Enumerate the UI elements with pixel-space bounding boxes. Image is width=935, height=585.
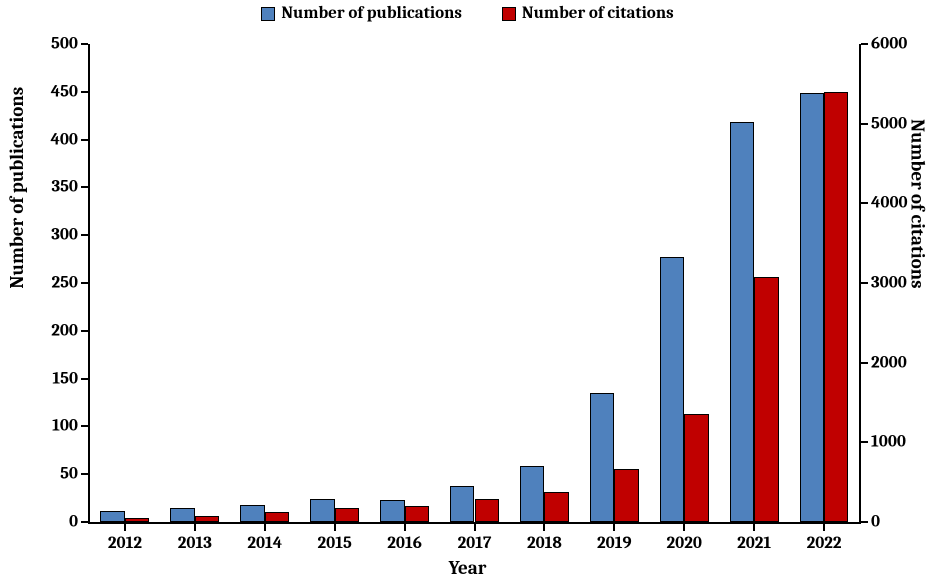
x-tick-label: 2015 xyxy=(318,534,352,553)
x-tick-label: 2019 xyxy=(597,534,632,553)
bar-publications xyxy=(170,508,194,522)
bar-citations xyxy=(195,516,219,522)
left-axis-tick-label: 0 xyxy=(69,513,78,532)
bar-publications xyxy=(590,393,614,522)
bar-citations xyxy=(684,414,708,522)
left-axis-tick-label: 150 xyxy=(52,369,78,388)
x-axis-tick xyxy=(194,524,196,531)
left-axis-tick xyxy=(81,186,88,188)
right-axis-tick-label: 2000 xyxy=(871,353,907,372)
legend: Number of publications Number of citation… xyxy=(0,4,935,26)
bar-citations xyxy=(544,492,568,522)
bar-publications xyxy=(520,466,544,522)
x-axis-tick xyxy=(124,524,126,531)
left-axis-tick-label: 450 xyxy=(51,82,78,101)
bar-publications xyxy=(100,511,124,522)
left-axis-title: Number of publications xyxy=(6,86,28,288)
bar-publications xyxy=(380,500,404,522)
legend-item: Number of citations xyxy=(502,4,674,23)
x-tick-label: 2017 xyxy=(458,534,492,553)
chart-root: Number of publications Number of citation… xyxy=(0,0,935,585)
left-axis-tick-label: 100 xyxy=(52,417,78,436)
left-axis-tick-label: 200 xyxy=(51,321,78,340)
left-axis-tick xyxy=(81,330,88,332)
left-axis-tick-label: 50 xyxy=(60,465,78,484)
bar-citations xyxy=(475,499,499,522)
x-tick-label: 2021 xyxy=(737,534,771,553)
x-tick-label: 2014 xyxy=(247,534,282,553)
bar-citations xyxy=(614,469,638,522)
x-tick-label: 2022 xyxy=(807,534,842,553)
bar-publications xyxy=(240,505,264,522)
right-axis-title: Number of citations xyxy=(907,119,929,289)
x-tick-label: 2012 xyxy=(108,534,142,553)
x-axis-title: Year xyxy=(449,557,487,579)
x-tick-label: 2013 xyxy=(178,534,212,553)
right-axis-tick-label: 4000 xyxy=(871,194,908,213)
left-axis-tick xyxy=(81,234,88,236)
bar-citations xyxy=(754,277,778,522)
right-axis-tick-label: 1000 xyxy=(871,433,906,452)
left-axis-tick xyxy=(81,43,88,45)
bar-citations xyxy=(335,508,359,522)
x-axis-tick xyxy=(823,524,825,531)
left-axis-tick-label: 500 xyxy=(51,35,78,54)
bar-citations xyxy=(265,512,289,522)
right-axis-tick-label: 6000 xyxy=(871,35,907,54)
x-axis-tick xyxy=(474,524,476,531)
right-axis-tick-label: 0 xyxy=(871,513,880,532)
right-axis-tick xyxy=(861,441,868,443)
bar-citations xyxy=(824,92,848,522)
left-axis-tick-label: 300 xyxy=(51,226,78,245)
plot-area: 0501001502002503003504004505000100020003… xyxy=(88,44,861,524)
right-axis-tick-label: 3000 xyxy=(871,274,907,293)
bar-citations xyxy=(405,506,429,522)
x-axis-tick xyxy=(543,524,545,531)
right-axis-tick xyxy=(861,43,868,45)
left-axis-tick xyxy=(81,521,88,523)
legend-label: Number of citations xyxy=(522,4,674,23)
left-axis-tick xyxy=(81,139,88,141)
x-axis-tick xyxy=(753,524,755,531)
x-axis-tick xyxy=(334,524,336,531)
bar-publications xyxy=(660,257,684,522)
left-axis-tick-label: 400 xyxy=(50,130,78,149)
legend-item: Number of publications xyxy=(261,4,462,23)
right-axis-tick-label: 5000 xyxy=(871,114,907,133)
legend-swatch-icon xyxy=(261,7,275,21)
bar-publications xyxy=(730,122,754,522)
legend-label: Number of publications xyxy=(281,4,462,23)
left-axis-tick xyxy=(81,91,88,93)
bar-publications xyxy=(310,499,334,522)
left-axis-tick xyxy=(81,378,88,380)
left-axis-tick xyxy=(81,425,88,427)
bar-citations xyxy=(125,518,149,522)
x-axis-tick xyxy=(613,524,615,531)
x-tick-label: 2018 xyxy=(527,534,562,553)
x-tick-label: 2016 xyxy=(387,534,422,553)
left-axis-tick-label: 250 xyxy=(51,274,78,293)
bar-publications xyxy=(450,486,474,522)
right-axis-tick xyxy=(861,123,868,125)
x-axis-tick xyxy=(404,524,406,531)
left-axis-tick xyxy=(81,473,88,475)
x-tick-label: 2020 xyxy=(667,534,702,553)
right-axis-tick xyxy=(861,362,868,364)
x-axis-tick xyxy=(264,524,266,531)
right-axis-tick xyxy=(861,521,868,523)
x-axis-tick xyxy=(683,524,685,531)
bar-publications xyxy=(800,93,824,522)
legend-swatch-icon xyxy=(502,7,516,21)
left-axis-tick xyxy=(81,282,88,284)
left-axis-tick-label: 350 xyxy=(51,178,78,197)
right-axis-tick xyxy=(861,282,868,284)
right-axis-tick xyxy=(861,202,868,204)
